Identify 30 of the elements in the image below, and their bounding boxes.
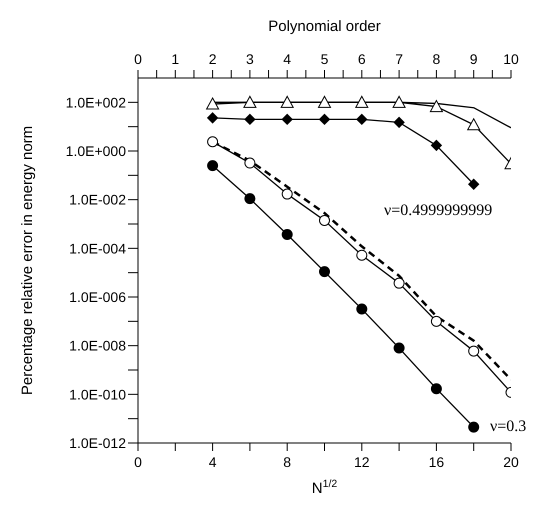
- x2-tick-label: 2: [208, 51, 217, 67]
- x-tick-label: 20: [503, 454, 519, 470]
- x-tick-label: 8: [283, 454, 292, 470]
- y-tick-label: 1.0E-006: [69, 288, 126, 305]
- x2-tick-label: 5: [320, 51, 329, 67]
- y-tick-label: 1.0E-004: [69, 240, 126, 256]
- y-tick-label: 1.0E-002: [69, 192, 126, 208]
- x2-tick-label: 0: [134, 51, 142, 67]
- x-tick-label: 12: [354, 454, 370, 470]
- x2-tick-label: 4: [283, 51, 292, 67]
- x-tick-label: 16: [428, 454, 444, 470]
- x-tick-label: 0: [134, 454, 142, 470]
- y-tick-label: 1.0E-012: [69, 434, 126, 451]
- y-axis-title: Percentage relative error in energy norm: [19, 126, 36, 396]
- y-tick-label: 1.0E+002: [66, 94, 126, 110]
- x2-tick-label: 7: [395, 51, 404, 67]
- y-tick-label: 1.0E-010: [69, 386, 126, 402]
- x2-tick-label: 10: [503, 51, 519, 67]
- x2-axis-title: Polynomial order: [268, 18, 381, 35]
- annotation: ν=0.3: [490, 418, 526, 436]
- annotation: ν=0.4999999999: [384, 202, 492, 220]
- y-tick-label: 1.0E+000: [66, 142, 126, 159]
- x2-tick-label: 6: [358, 51, 366, 67]
- x2-tick-label: 8: [432, 51, 440, 67]
- x-axis-title: N$^{1/2}$: [312, 478, 338, 497]
- x-tick-label: 4: [208, 454, 217, 470]
- x2-tick-label: 1: [171, 51, 180, 67]
- y-tick-label: 1.0E-008: [69, 338, 126, 354]
- x2-tick-label: 9: [470, 51, 478, 67]
- x2-tick-label: 3: [246, 51, 254, 67]
